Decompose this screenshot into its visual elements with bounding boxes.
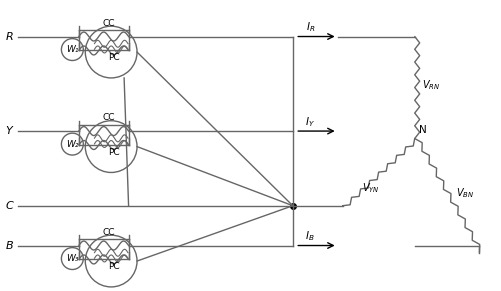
Text: CC: CC [102, 228, 115, 237]
Text: C: C [6, 201, 14, 211]
Text: PC: PC [108, 53, 119, 62]
Circle shape [62, 39, 83, 61]
Text: W₂: W₂ [66, 140, 79, 149]
Text: $I_R$: $I_R$ [306, 21, 315, 34]
Text: W₃: W₃ [66, 254, 79, 263]
Text: $V_{BN}$: $V_{BN}$ [456, 186, 474, 200]
Text: B: B [6, 241, 14, 251]
Circle shape [62, 248, 83, 269]
Text: $V_{RN}$: $V_{RN}$ [422, 78, 440, 92]
Circle shape [85, 121, 137, 173]
Text: N: N [419, 125, 426, 134]
Text: CC: CC [102, 19, 115, 28]
Text: W₁: W₁ [66, 45, 79, 54]
Text: PC: PC [108, 148, 119, 157]
Text: $I_Y$: $I_Y$ [305, 115, 315, 129]
Text: R: R [6, 31, 14, 42]
Text: $V_{YN}$: $V_{YN}$ [362, 181, 380, 195]
Circle shape [85, 26, 137, 78]
Circle shape [62, 133, 83, 155]
Text: PC: PC [108, 262, 119, 271]
Text: Y: Y [6, 126, 13, 136]
Text: CC: CC [102, 113, 115, 122]
Circle shape [85, 235, 137, 287]
Text: $I_B$: $I_B$ [306, 230, 315, 243]
